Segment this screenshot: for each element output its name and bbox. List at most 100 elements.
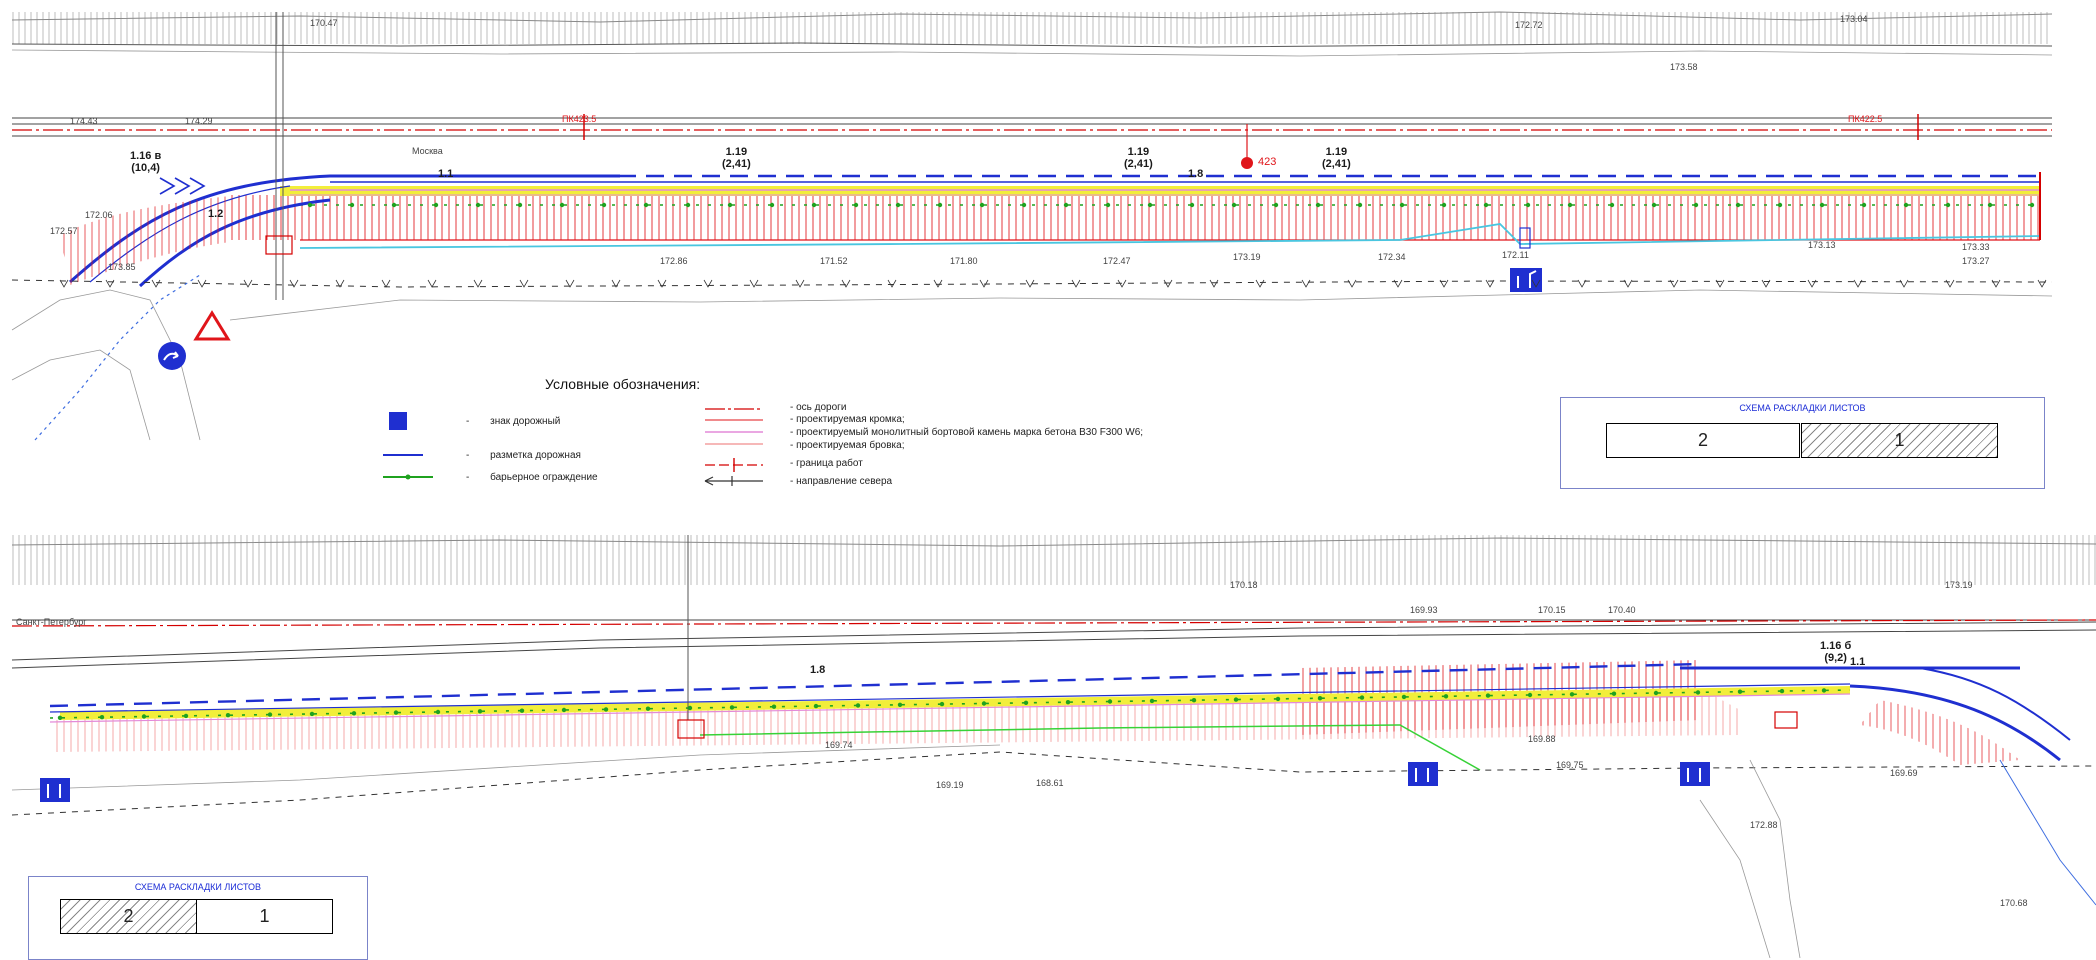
bottom-road-line-3 [11, 629, 2096, 669]
barrier-post [1653, 690, 1659, 696]
bottom-curb-line [49, 693, 1851, 723]
barrier-post [1485, 693, 1491, 698]
top-contour-left-1 [11, 289, 201, 441]
elev-4: 173.04 [1840, 14, 1868, 24]
top-plan [11, 11, 2053, 441]
bottom-marking-width: (9,2) [1824, 652, 1847, 664]
barrier-post [2029, 202, 2035, 208]
barrier-post [1107, 699, 1113, 704]
barrier-post [601, 202, 607, 208]
barrier-post [183, 713, 189, 719]
barrier-post [559, 202, 565, 208]
bottom-contour-low-3 [1699, 799, 1771, 958]
bottom-elev-11: 169.69 [1890, 768, 1918, 778]
barrier-post [981, 701, 987, 706]
pk-label-2: ПК422.5 [1848, 114, 1883, 124]
pk-label-1: ПК423.5 [562, 114, 597, 124]
elev-0: 174.43 [70, 116, 98, 126]
barrier-post [1569, 692, 1575, 697]
legend-item-marking: - разметка дорожная [466, 450, 581, 461]
barrier-post [939, 701, 945, 707]
sheet-layout-top: СХЕМА РАСКЛАДКИ ЛИСТОВ 2 1 [1560, 397, 2045, 489]
legend-marking-text: разметка дорожная [490, 450, 581, 461]
ditch-triangle [1623, 279, 1633, 288]
bottom-ramp-1 [1849, 684, 2061, 762]
ditch-triangle [1255, 279, 1265, 288]
barrier-post [1233, 697, 1239, 702]
marking-width-2: (2,41) [722, 158, 751, 170]
barrier-post [1779, 688, 1785, 694]
elev-5: 172.72 [1515, 20, 1543, 30]
lane-sign-icon-3 [1680, 762, 1710, 786]
barrier-post [1987, 202, 1993, 208]
marking-short-2: 1.8 [1188, 168, 1204, 180]
barrier-post [351, 711, 357, 716]
bottom-elev-4: 169.88 [1528, 734, 1556, 744]
elev-10: 172.86 [660, 256, 688, 266]
bottom-marking-short-2: 1.1 [1850, 656, 1866, 668]
top-structure-1 [265, 235, 293, 255]
elev-17: 173.13 [1808, 240, 1836, 250]
elev-1: 174.29 [185, 116, 213, 126]
barrier-post [1191, 698, 1197, 703]
legend-barrier-text: барьерное ограждение [490, 472, 598, 483]
elev-8: 172.06 [85, 210, 113, 220]
bottom-marking-line [49, 662, 1701, 708]
barrier-post [603, 707, 609, 712]
barrier-post [1821, 688, 1827, 693]
lane-sign-icon-1 [40, 778, 70, 802]
top-blue-dotted [34, 274, 201, 441]
ditch-triangle [1715, 279, 1725, 288]
bottom-elev-10: 170.18 [1230, 580, 1258, 590]
barrier-post [1443, 694, 1449, 699]
ditch-triangle [1439, 279, 1449, 288]
bottom-elev-3: 169.74 [825, 740, 853, 750]
barrier-post [643, 202, 649, 208]
bottom-ramp-hatch [1860, 700, 2020, 765]
barrier-post [729, 705, 735, 710]
direction-sign-icon [158, 342, 186, 370]
ditch-triangle [657, 279, 667, 288]
bottom-contour-low-2 [1749, 759, 1801, 958]
legend-dash: - [466, 450, 470, 461]
barrier-post [1273, 202, 1279, 208]
ditch-triangle [979, 279, 989, 288]
ditch-triangle [933, 279, 943, 288]
bottom-plan [11, 535, 2096, 958]
sheet-layout-bottom: СХЕМА РАСКЛАДКИ ЛИСТОВ 2 1 [28, 876, 368, 960]
barrier-post [1317, 696, 1323, 701]
top-cyan-line [299, 223, 2041, 249]
ditch-triangle [243, 279, 253, 288]
marking-short-3: 1.2 [208, 208, 224, 220]
ditch-triangle [887, 279, 897, 288]
barrier-post [1231, 202, 1237, 208]
barrier-post [645, 706, 651, 711]
legend-right-curb: - проектируемый монолитный бортовой каме… [790, 427, 1144, 438]
barrier-post [349, 202, 355, 208]
top-contour-left-2 [11, 349, 151, 441]
barrier-post [307, 202, 313, 208]
legend-sign-icon [389, 412, 407, 430]
barrier-post [1149, 698, 1155, 704]
legend-north-arrow [704, 476, 733, 486]
barrier-post [99, 715, 105, 720]
top-contour-low-1 [229, 289, 2053, 321]
ditch-triangle [105, 279, 115, 288]
bottom-structure-2 [1774, 711, 1798, 729]
barrier-post [853, 202, 859, 208]
elev-15: 173.33 [1962, 242, 1990, 252]
ditch-triangle [1485, 279, 1495, 288]
bottom-elev-5: 168.61 [1036, 778, 1064, 788]
bottom-elev-12: 170.68 [2000, 898, 2028, 908]
barrier-post [1693, 202, 1699, 208]
legend-right-boundary: - граница работ [790, 458, 863, 469]
bottom-ditch [11, 751, 2096, 816]
marking-label-2: 1.19 (2,41) [722, 146, 751, 170]
barrier-post [477, 709, 483, 714]
sheet-bottom-2: 2 [60, 899, 197, 934]
barrier-post [435, 709, 441, 715]
top-yellow-band [280, 186, 2040, 196]
barrier-post [225, 713, 231, 718]
bottom-elev-6: 169.19 [936, 780, 964, 790]
barrier-post [1359, 695, 1365, 700]
